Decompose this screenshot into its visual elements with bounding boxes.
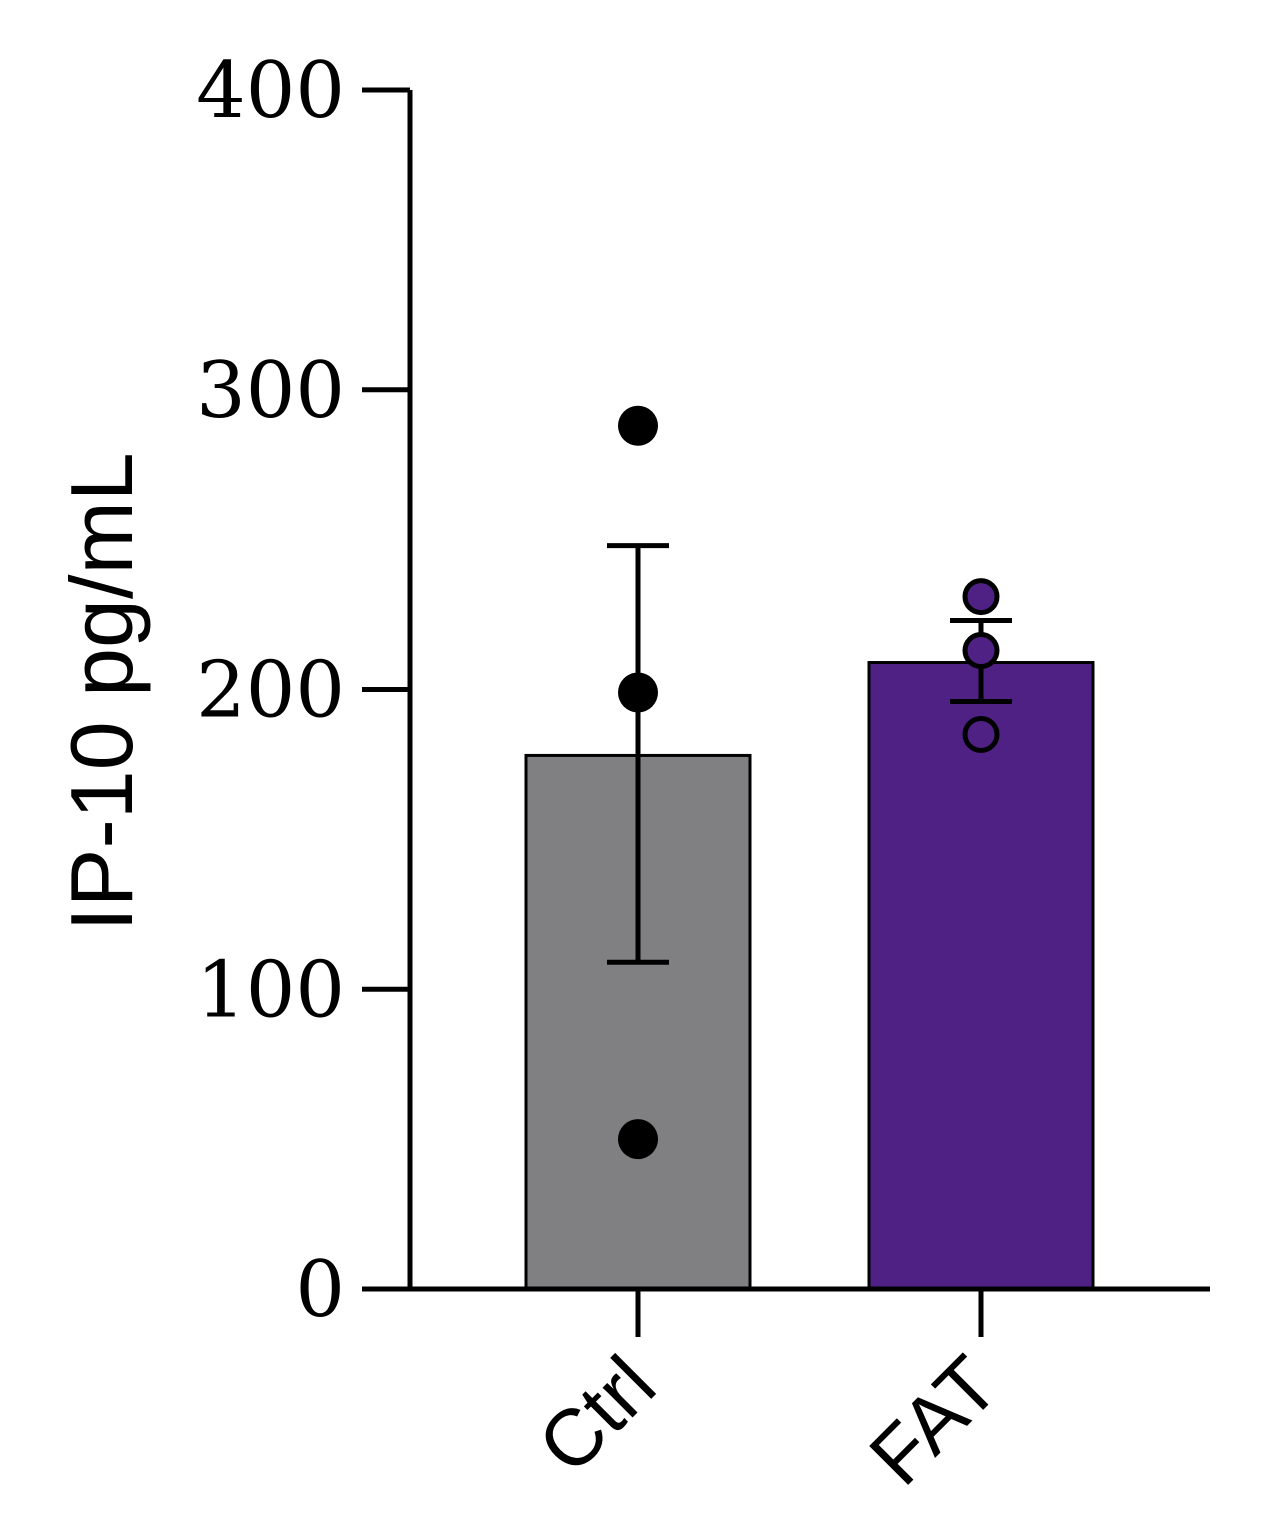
y-tick-label-200: 200 bbox=[196, 646, 345, 736]
points-layer bbox=[618, 405, 1000, 1160]
data-point-fat-3 bbox=[962, 715, 1000, 753]
data-point-ctrl-2 bbox=[618, 672, 658, 713]
x-tick-label-ctrl: Ctrl bbox=[521, 1339, 672, 1490]
data-point-fat-1 bbox=[962, 578, 1000, 616]
y-tick-label-300: 300 bbox=[196, 346, 345, 436]
data-point-ctrl-1 bbox=[618, 405, 658, 446]
y-axis-title: IP-10 pg/mL bbox=[52, 452, 151, 931]
data-point-ctrl-3 bbox=[618, 1119, 658, 1160]
y-tick-label-400: 400 bbox=[196, 46, 345, 136]
x-tick-label-fat: FAT bbox=[853, 1339, 1015, 1501]
data-point-fat-2 bbox=[962, 632, 1000, 670]
y-tick-label-0: 0 bbox=[295, 1245, 345, 1335]
error-bars-layer bbox=[607, 543, 1012, 965]
y-tick-label-100: 100 bbox=[196, 945, 345, 1035]
bars-layer bbox=[524, 661, 1095, 1291]
bar-fat bbox=[867, 661, 1095, 1291]
